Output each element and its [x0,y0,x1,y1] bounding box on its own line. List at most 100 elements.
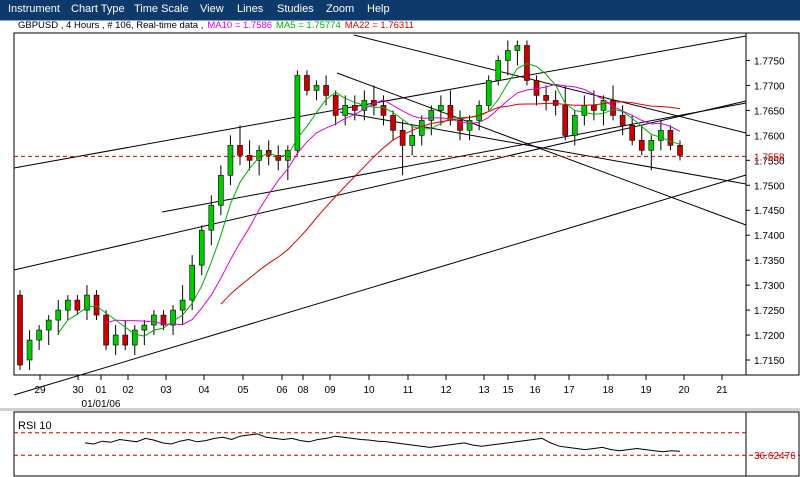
candle [84,294,90,311]
main-plot-area [13,32,747,376]
candle [648,140,655,151]
price-axis-panel [745,32,800,376]
trend-line [13,35,747,169]
menu-instrument[interactable]: Instrument [8,3,60,15]
menu-studies[interactable]: Studies [277,3,314,15]
date-tick-label: 06 [276,385,288,396]
date-tick-label: 04 [198,385,210,396]
candle [457,120,463,131]
rsi-line [84,433,681,453]
date-tick-label: 20 [678,385,690,396]
candle [351,105,358,111]
rsi-title: RSI 10 [18,420,52,432]
candle [418,120,425,136]
candle [112,334,119,346]
candle [552,100,559,106]
candle [55,309,62,321]
candle [658,130,664,141]
candle [313,85,320,91]
candle [409,135,415,146]
ma-line-ma22 [220,101,681,305]
candle [160,314,167,326]
date-tick-label: 03 [160,385,172,396]
price-tick-label: 1.7300 [754,281,785,292]
price-tick-label: 1.7750 [754,56,785,67]
candle [179,299,186,311]
candle [227,145,234,176]
date-tick-label: 18 [602,385,614,396]
candle [591,105,597,111]
candle [237,145,243,156]
date-tick-label: 17 [563,385,575,396]
candle [208,204,215,231]
candle [514,45,521,51]
candle [218,174,224,206]
trend-line [13,174,747,396]
candle [428,110,435,121]
pane-separator [0,408,800,411]
date-tick-label: 13 [478,385,490,396]
menu-zoom[interactable]: Zoom [326,3,355,15]
menu-time-scale[interactable]: Time Scale [134,3,189,15]
menu-help[interactable]: Help [367,3,390,15]
candle [533,80,540,96]
candle [246,155,253,161]
candle [170,309,176,326]
ma5-label: MA5 = 1.75774 [276,20,341,31]
date-tick-label: 21 [716,385,728,396]
price-tick-label: 1.7200 [754,331,785,342]
candle [332,95,339,116]
candle [275,155,282,161]
date-tick-label: 29 [34,385,46,396]
candle [45,319,52,331]
candle [131,329,138,346]
candle [74,299,81,311]
candle [466,120,473,131]
candle [667,130,674,146]
candle [141,324,148,331]
candle [103,314,109,346]
candle [495,60,502,81]
candle [638,140,645,151]
candle [438,105,444,111]
symbol-info: GBPUSD , 4 Hours , # 106, Real-time data… [18,20,204,31]
date-tick-label: 05 [237,385,249,396]
candle [543,95,549,101]
candle [562,105,569,136]
candle [629,125,635,141]
candle [65,299,71,311]
current-price-label: 1.7558 [754,152,785,163]
candle [380,105,387,116]
menu-bar: Instrument Chart Type Time Scale View Lines S… [0,0,800,21]
date-tick-label: 01 [95,385,107,396]
candle [581,105,588,116]
candle [390,115,396,131]
candle [304,75,310,91]
menu-lines[interactable]: Lines [237,3,264,15]
price-tick-label: 1.7650 [754,106,785,117]
price-tick-label: 1.7550 [754,156,785,167]
date-tick-label: 16 [529,385,541,396]
candle [524,45,530,81]
candle [505,50,511,61]
chart-info-line: GBPUSD , 4 Hours , # 106, Real-time data… [18,20,418,31]
menu-chart-type[interactable]: Chart Type [71,3,125,15]
ma-line-ma5 [57,62,681,337]
ma10-label: MA10 = 1.7586 [207,20,273,31]
candle [399,130,406,146]
candle [342,105,349,116]
date-tick-label: 08 [297,385,309,396]
date-tick-label: 10 [363,385,375,396]
date-tick-label: 02 [122,385,134,396]
menu-view[interactable]: View [200,3,224,15]
date-tick-label: 12 [440,385,452,396]
date-sub-label: 01/01/06 [82,399,121,410]
candle [256,150,262,161]
candle [600,100,607,111]
price-tick-label: 1.7350 [754,256,785,267]
price-tick-label: 1.7250 [754,306,785,317]
date-tick-label: 30 [72,385,84,396]
trend-line [339,111,747,185]
price-tick-label: 1.7450 [754,206,785,217]
